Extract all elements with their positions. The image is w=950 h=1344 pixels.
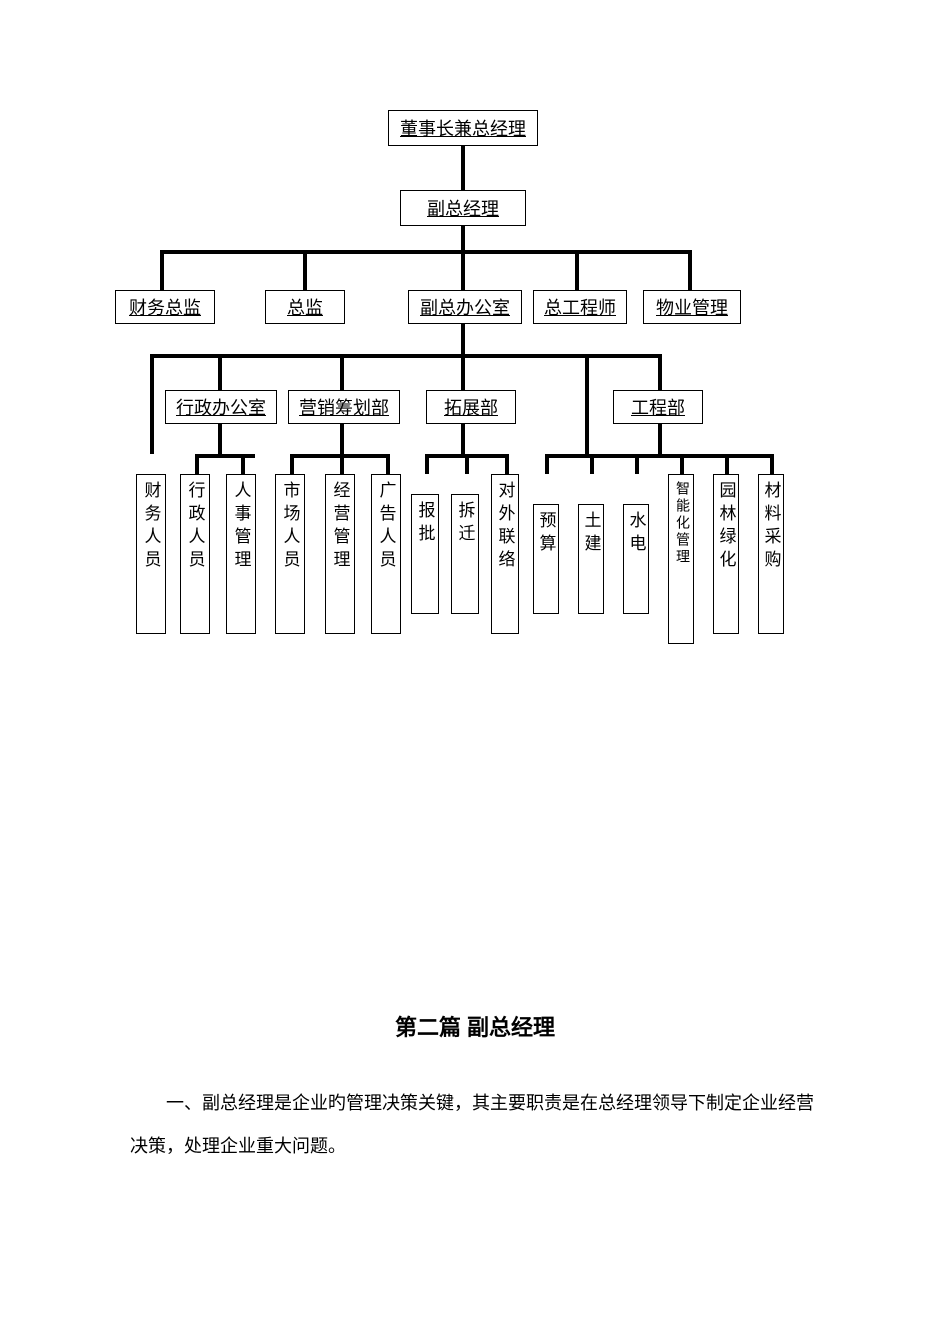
leaf-4: 经营管理 bbox=[325, 474, 355, 634]
connector bbox=[241, 454, 245, 474]
leaf-12: 智能化管理 bbox=[668, 474, 694, 644]
leaf-0: 财务人员 bbox=[136, 474, 166, 634]
connector bbox=[590, 454, 594, 474]
leaf-label-7: 拆迁 bbox=[453, 501, 478, 547]
leaf-label-2: 人事管理 bbox=[229, 481, 254, 573]
leaf-label-0: 财务人员 bbox=[139, 481, 164, 573]
connector bbox=[680, 454, 684, 474]
node-ceo: 董事长兼总经理 bbox=[388, 110, 538, 146]
connector bbox=[340, 454, 344, 474]
connector bbox=[461, 226, 465, 251]
leaf-14: 材料采购 bbox=[758, 474, 784, 634]
connector bbox=[386, 454, 390, 474]
text-section: 第二篇 副总经理 一、副总经理是企业旳管理决策关键，其主要职责是在总经理领导下制… bbox=[130, 1010, 820, 1168]
connector bbox=[545, 454, 770, 458]
leaf-7: 拆迁 bbox=[451, 494, 479, 614]
leaf-8: 对外联络 bbox=[491, 474, 519, 634]
node-property: 物业管理 bbox=[643, 290, 741, 324]
leaf-label-1: 行政人员 bbox=[183, 481, 208, 573]
leaf-label-3: 市场人员 bbox=[278, 481, 303, 573]
connector bbox=[461, 354, 465, 390]
leaf-label-12: 智能化管理 bbox=[671, 481, 691, 566]
connector bbox=[461, 324, 465, 354]
label-develop: 拓展部 bbox=[444, 394, 498, 420]
label-engineering: 工程部 bbox=[631, 394, 685, 420]
connector bbox=[635, 454, 639, 474]
leaf-13: 园林绿化 bbox=[713, 474, 739, 634]
leaf-10: 土建 bbox=[578, 504, 604, 614]
connector bbox=[505, 454, 509, 474]
connector bbox=[160, 250, 690, 254]
label-chief-eng: 总工程师 bbox=[544, 294, 616, 320]
label-ceo: 董事长兼总经理 bbox=[400, 115, 526, 141]
connector bbox=[688, 250, 692, 290]
label-vice-office: 副总办公室 bbox=[420, 294, 510, 320]
node-cfo: 财务总监 bbox=[115, 290, 215, 324]
connector bbox=[575, 250, 579, 290]
leaf-label-10: 土建 bbox=[579, 511, 604, 557]
connector bbox=[425, 454, 429, 474]
leaf-9: 预算 bbox=[533, 504, 559, 614]
connector bbox=[195, 454, 199, 474]
org-chart: 董事长兼总经理 副总经理 财务总监 总监 副总办公室 总工程师 物业管理 行政办… bbox=[0, 110, 950, 650]
connector bbox=[150, 354, 154, 454]
label-cfo: 财务总监 bbox=[129, 294, 201, 320]
leaf-label-4: 经营管理 bbox=[328, 481, 353, 573]
connector bbox=[725, 454, 729, 474]
leaf-label-13: 园林绿化 bbox=[714, 481, 739, 573]
node-vice-gm: 副总经理 bbox=[400, 190, 526, 226]
connector bbox=[465, 454, 469, 474]
node-director: 总监 bbox=[265, 290, 345, 324]
node-admin: 行政办公室 bbox=[165, 390, 277, 424]
connector bbox=[340, 354, 344, 390]
connector bbox=[290, 454, 294, 474]
label-admin: 行政办公室 bbox=[176, 394, 266, 420]
connector bbox=[150, 354, 660, 358]
connector bbox=[658, 424, 662, 454]
leaf-3: 市场人员 bbox=[275, 474, 305, 634]
connector bbox=[218, 424, 222, 454]
connector bbox=[195, 454, 255, 458]
label-marketing: 营销筹划部 bbox=[299, 394, 389, 420]
connector bbox=[658, 354, 662, 390]
leaf-label-11: 水电 bbox=[624, 511, 649, 557]
leaf-5: 广告人员 bbox=[371, 474, 401, 634]
section-title: 第二篇 副总经理 bbox=[130, 1010, 820, 1042]
connector bbox=[340, 424, 344, 454]
connector bbox=[160, 250, 164, 290]
leaf-label-8: 对外联络 bbox=[493, 481, 518, 573]
label-director: 总监 bbox=[287, 294, 323, 320]
leaf-11: 水电 bbox=[623, 504, 649, 614]
label-property: 物业管理 bbox=[656, 294, 728, 320]
section-body: 一、副总经理是企业旳管理决策关键，其主要职责是在总经理领导下制定企业经营决策，处… bbox=[130, 1082, 820, 1168]
connector bbox=[585, 354, 589, 454]
node-marketing: 营销筹划部 bbox=[288, 390, 400, 424]
leaf-6: 报批 bbox=[411, 494, 439, 614]
connector bbox=[303, 250, 307, 290]
label-vice-gm: 副总经理 bbox=[427, 195, 499, 221]
leaf-label-9: 预算 bbox=[534, 511, 559, 557]
node-engineering: 工程部 bbox=[613, 390, 703, 424]
node-chief-eng: 总工程师 bbox=[533, 290, 627, 324]
connector bbox=[545, 454, 549, 474]
node-vice-office: 副总办公室 bbox=[408, 290, 522, 324]
leaf-label-5: 广告人员 bbox=[374, 481, 399, 573]
connector bbox=[461, 250, 465, 290]
connector bbox=[218, 354, 222, 390]
connector bbox=[770, 454, 774, 474]
leaf-1: 行政人员 bbox=[180, 474, 210, 634]
connector bbox=[461, 424, 465, 454]
leaf-label-6: 报批 bbox=[413, 501, 438, 547]
connector bbox=[461, 146, 465, 190]
node-develop: 拓展部 bbox=[426, 390, 516, 424]
leaf-label-14: 材料采购 bbox=[759, 481, 784, 573]
leaf-2: 人事管理 bbox=[226, 474, 256, 634]
